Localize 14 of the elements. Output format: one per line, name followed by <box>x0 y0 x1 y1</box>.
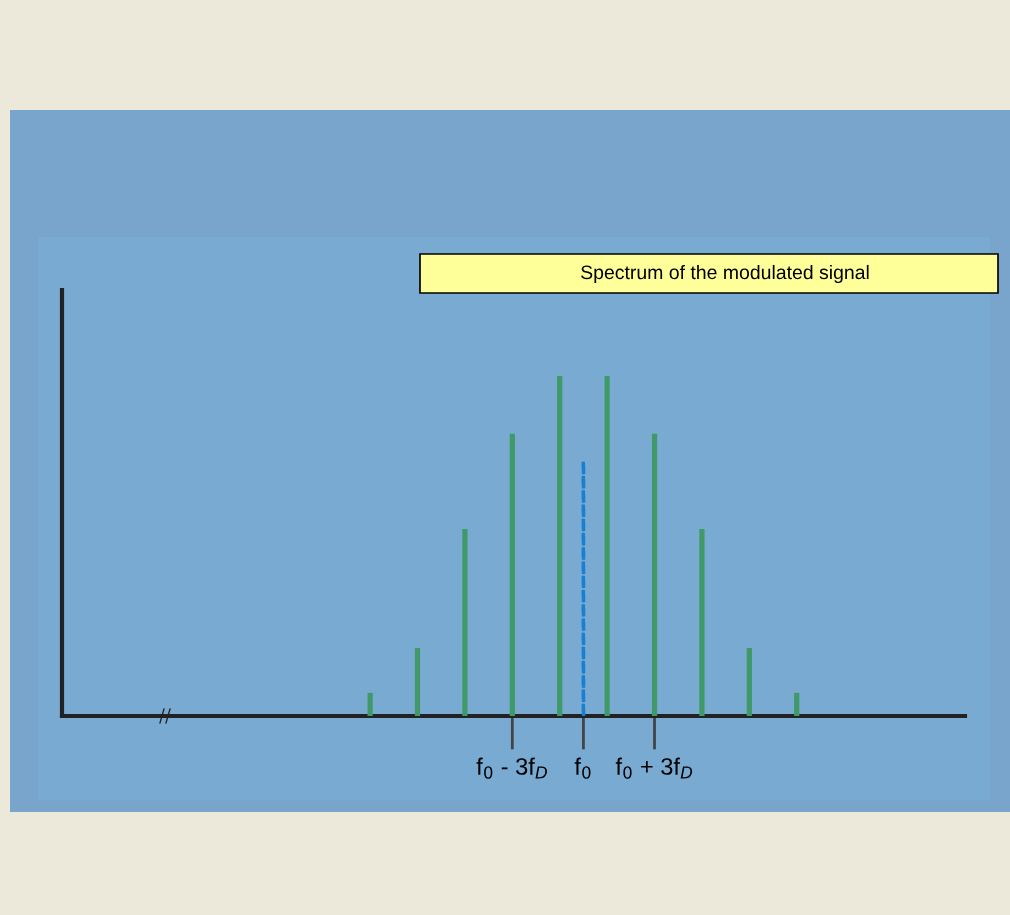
bar <box>746 648 752 716</box>
bar <box>509 433 515 716</box>
x-tick-label: f$_{0}$ <box>574 757 591 779</box>
bar <box>414 648 421 716</box>
bar <box>462 529 468 716</box>
x-tick-label: f$_{0}$ - 3f$_{D}$ <box>476 757 547 779</box>
bar <box>367 692 373 716</box>
bar <box>651 433 658 716</box>
bar <box>699 529 705 716</box>
bar <box>557 376 563 716</box>
bar <box>794 692 800 716</box>
chart-title: Spectrum of the modulated signal <box>581 264 869 284</box>
bar <box>604 376 610 716</box>
x-tick-label: f$_{0}$ + 3f$_{D}$ <box>615 757 693 779</box>
